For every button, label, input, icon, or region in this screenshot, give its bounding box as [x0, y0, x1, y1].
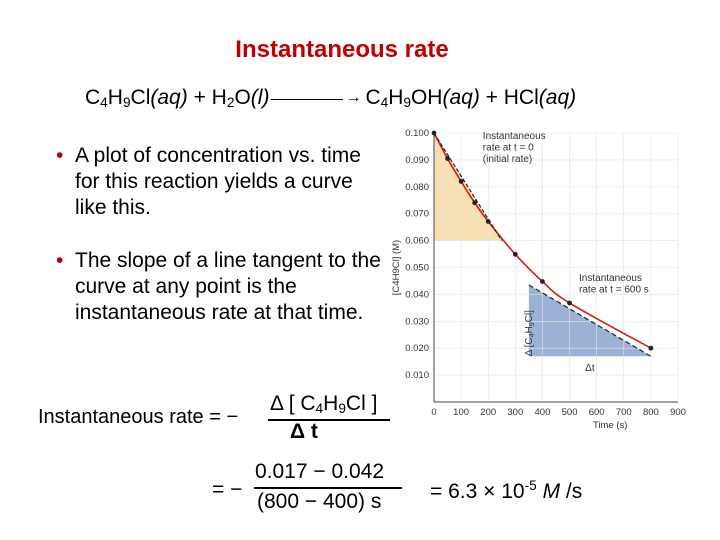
- initial-rate-annotation-line: Instantaneous: [483, 131, 546, 142]
- y-tick-label: 0.100: [405, 128, 429, 139]
- reactant2-o: O: [234, 86, 251, 109]
- bullet-text-1: A plot of concentration vs. time for thi…: [75, 144, 361, 219]
- y-tick-label: 0.040: [405, 289, 429, 300]
- y-axis-label: [C4H9Cl] (M): [391, 240, 402, 295]
- y-tick-label: 0.050: [405, 263, 429, 274]
- reaction-equation: C4H9Cl(aq) + H2O(l) → C4H9OH(aq) + HCl(aq): [85, 86, 576, 110]
- y-tick-label: 0.060: [405, 236, 429, 247]
- reactant1-state: (aq): [150, 86, 188, 109]
- x-tick-label: 500: [562, 407, 578, 418]
- plus-sign-2: +: [479, 86, 504, 109]
- y-tick-label: 0.090: [405, 155, 429, 166]
- y-tick-label: 0.010: [405, 370, 429, 381]
- x-tick-label: 600: [589, 407, 605, 418]
- numerator-suffix: Cl ]: [345, 392, 378, 415]
- reactant2-sub: 2: [226, 95, 235, 110]
- data-point: [540, 279, 545, 284]
- result-unit-rest: /s: [560, 480, 583, 503]
- reactant2-state: (l): [250, 86, 270, 109]
- concentration-time-chart: 0 100 200 300 400 500 600 700 800 900 0.010 0.020 0.…: [391, 128, 686, 431]
- bullet-item-2: • The slope of a line tangent to the cur…: [56, 248, 386, 326]
- calculation-result: = 6.3 × 10-5 M /s: [430, 478, 582, 504]
- reactant1-c: C: [85, 86, 101, 109]
- numerator-h: H: [323, 392, 339, 415]
- delta-conc-part: Δ [C: [524, 337, 535, 356]
- y-tick-label: 0.030: [405, 316, 429, 327]
- data-point: [485, 219, 491, 224]
- product1-oh: OH: [410, 86, 443, 109]
- numerator-sub1: 4: [315, 401, 324, 416]
- x-axis-label: Time (s): [593, 420, 627, 431]
- points-layer: [431, 130, 654, 351]
- product2-state: (aq): [538, 86, 577, 109]
- data-point: [567, 300, 572, 306]
- bullet-icon: •: [56, 144, 64, 167]
- calculation-numerator: 0.017 − 0.042: [255, 460, 385, 483]
- x-tick-label: 300: [507, 407, 523, 418]
- plus-sign-1: +: [187, 86, 212, 109]
- slide-title: Instantaneous rate: [235, 36, 449, 63]
- numerator-prefix: Δ [ C: [270, 392, 316, 415]
- product2-hcl: HCl: [503, 86, 539, 109]
- bullet-icon: •: [56, 249, 64, 272]
- reactant1-sub2: 9: [122, 95, 131, 110]
- rate-formula-denominator: Δ t: [290, 420, 318, 443]
- y-tick-label: 0.070: [405, 209, 429, 220]
- x-tick-label: 700: [616, 407, 632, 418]
- rate-600-annotation-line: Instantaneous: [579, 273, 642, 284]
- fraction-bar-1: [268, 419, 390, 421]
- axes-layer: [433, 133, 678, 403]
- y-tick-label: 0.020: [405, 343, 429, 354]
- product1-c: C: [365, 86, 381, 109]
- delta-conc-part: 9: [529, 322, 536, 326]
- product1-h: H: [388, 86, 404, 109]
- bullet-text-2: The slope of a line tangent to the curve…: [75, 249, 381, 324]
- delta-conc-part: Cl]: [524, 310, 535, 322]
- reaction-arrow-icon: →: [345, 89, 362, 107]
- data-point: [431, 130, 437, 136]
- reactant2-h: H: [211, 86, 227, 109]
- initial-rate-annotation-line: (initial rate): [483, 154, 532, 165]
- calculation-equals: = −: [212, 478, 243, 501]
- delta-conc-part: H: [524, 326, 535, 333]
- result-prefix: = 6.3 × 10: [430, 480, 525, 503]
- grid-layer: [434, 132, 679, 402]
- bullet-item-1: • A plot of concentration vs. time for t…: [56, 143, 386, 221]
- delta-conc-annotation: Δ [C4H9Cl]: [524, 310, 536, 356]
- reactant1-cl: Cl: [130, 86, 151, 109]
- product1-sub2: 9: [403, 95, 411, 110]
- data-point: [512, 251, 518, 257]
- rate-600-annotation-line: rate at t = 600 s: [579, 284, 649, 295]
- data-point: [458, 179, 464, 184]
- reactant1-h: H: [107, 86, 123, 109]
- reactant1-sub1: 4: [100, 95, 108, 110]
- result-unit-molar: M: [542, 480, 561, 503]
- tangent-line: [433, 132, 503, 241]
- data-point: [648, 345, 654, 351]
- y-tick-label: 0.080: [405, 182, 429, 193]
- result-exponent: -5: [524, 478, 537, 493]
- x-tick-label: 400: [535, 407, 551, 418]
- calculation-denominator: (800 − 400) s: [257, 490, 382, 513]
- fraction-bar-2: [254, 487, 402, 489]
- product1-state: (aq): [442, 86, 480, 109]
- product1-sub1: 4: [380, 95, 389, 110]
- tick-labels-layer: 0 100 200 300 400 500 600 700 800 900 0.010 0.020 0.…: [391, 128, 686, 431]
- delta-t-annotation: Δt: [585, 363, 595, 374]
- delta-conc-part: 4: [529, 333, 536, 337]
- initial-rate-annotation-line: rate at t = 0: [483, 143, 534, 154]
- numerator-sub2: 9: [338, 401, 346, 416]
- rate-formula-label: Instantaneous rate = −: [38, 406, 239, 428]
- rate-600-triangle: [528, 284, 651, 357]
- x-tick-label: 100: [453, 407, 469, 418]
- data-point: [445, 156, 450, 161]
- x-tick-label: 0: [431, 407, 436, 418]
- reaction-arrow-shaft: [271, 98, 344, 100]
- x-tick-label: 200: [480, 407, 496, 418]
- x-tick-label: 900: [670, 407, 686, 418]
- data-point: [472, 200, 478, 206]
- rate-formula-numerator: Δ [ C4H9Cl ]: [270, 392, 377, 416]
- x-tick-label: 800: [643, 407, 659, 418]
